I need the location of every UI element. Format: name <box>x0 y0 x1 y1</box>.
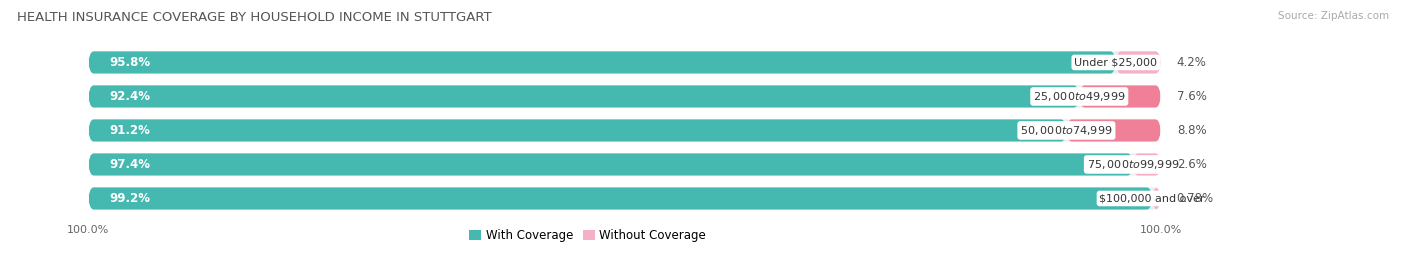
FancyBboxPatch shape <box>1066 119 1161 141</box>
Text: 99.2%: 99.2% <box>110 192 150 205</box>
Text: 0.78%: 0.78% <box>1177 192 1213 205</box>
FancyBboxPatch shape <box>89 86 1080 108</box>
Text: $100,000 and over: $100,000 and over <box>1099 193 1205 203</box>
Text: 97.4%: 97.4% <box>110 158 150 171</box>
FancyBboxPatch shape <box>1116 51 1161 73</box>
Text: 4.2%: 4.2% <box>1177 56 1206 69</box>
Text: 7.6%: 7.6% <box>1177 90 1206 103</box>
FancyBboxPatch shape <box>89 51 1116 73</box>
Text: $50,000 to $74,999: $50,000 to $74,999 <box>1021 124 1112 137</box>
FancyBboxPatch shape <box>1133 153 1161 175</box>
FancyBboxPatch shape <box>89 187 1152 210</box>
Text: Under $25,000: Under $25,000 <box>1074 58 1157 68</box>
FancyBboxPatch shape <box>89 153 1133 175</box>
FancyBboxPatch shape <box>89 119 1066 141</box>
Text: 95.8%: 95.8% <box>110 56 150 69</box>
FancyBboxPatch shape <box>1152 187 1160 210</box>
Text: Source: ZipAtlas.com: Source: ZipAtlas.com <box>1278 11 1389 21</box>
FancyBboxPatch shape <box>1080 86 1161 108</box>
FancyBboxPatch shape <box>89 51 1161 73</box>
Text: HEALTH INSURANCE COVERAGE BY HOUSEHOLD INCOME IN STUTTGART: HEALTH INSURANCE COVERAGE BY HOUSEHOLD I… <box>17 11 492 24</box>
FancyBboxPatch shape <box>89 119 1161 141</box>
FancyBboxPatch shape <box>89 187 1161 210</box>
Text: 8.8%: 8.8% <box>1177 124 1206 137</box>
FancyBboxPatch shape <box>89 86 1161 108</box>
Text: $75,000 to $99,999: $75,000 to $99,999 <box>1087 158 1180 171</box>
Text: 2.6%: 2.6% <box>1177 158 1206 171</box>
Text: $25,000 to $49,999: $25,000 to $49,999 <box>1033 90 1126 103</box>
Legend: With Coverage, Without Coverage: With Coverage, Without Coverage <box>464 225 711 247</box>
Text: 92.4%: 92.4% <box>110 90 150 103</box>
FancyBboxPatch shape <box>89 153 1161 175</box>
Text: 91.2%: 91.2% <box>110 124 150 137</box>
